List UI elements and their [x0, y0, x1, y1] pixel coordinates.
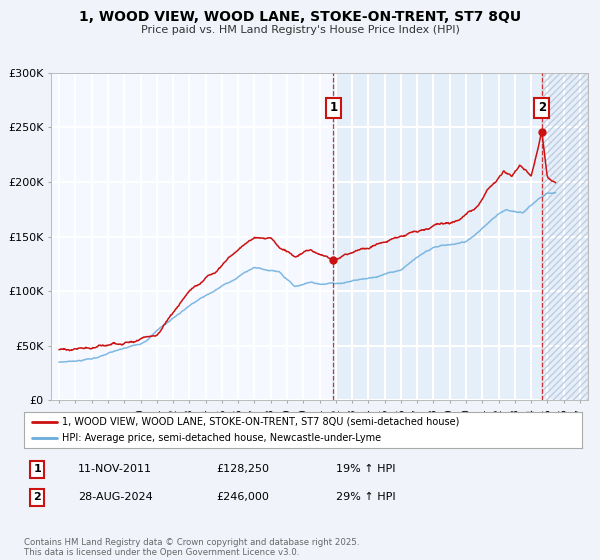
Text: 1: 1 [34, 464, 41, 474]
Bar [542, 73, 588, 400]
Text: HPI: Average price, semi-detached house, Newcastle-under-Lyme: HPI: Average price, semi-detached house,… [62, 433, 381, 443]
Text: Price paid vs. HM Land Registry's House Price Index (HPI): Price paid vs. HM Land Registry's House … [140, 25, 460, 35]
Text: 29% ↑ HPI: 29% ↑ HPI [336, 492, 395, 502]
Text: 28-AUG-2024: 28-AUG-2024 [78, 492, 153, 502]
Text: 1: 1 [329, 101, 338, 114]
Text: 1, WOOD VIEW, WOOD LANE, STOKE-ON-TRENT, ST7 8QU (semi-detached house): 1, WOOD VIEW, WOOD LANE, STOKE-ON-TRENT,… [62, 417, 460, 427]
Text: 2: 2 [538, 101, 546, 114]
Text: Contains HM Land Registry data © Crown copyright and database right 2025.
This d: Contains HM Land Registry data © Crown c… [24, 538, 359, 557]
Text: 2: 2 [34, 492, 41, 502]
Bar [334, 73, 588, 400]
Text: 19% ↑ HPI: 19% ↑ HPI [336, 464, 395, 474]
Text: 11-NOV-2011: 11-NOV-2011 [78, 464, 152, 474]
Text: £128,250: £128,250 [216, 464, 269, 474]
Text: 1, WOOD VIEW, WOOD LANE, STOKE-ON-TRENT, ST7 8QU: 1, WOOD VIEW, WOOD LANE, STOKE-ON-TRENT,… [79, 10, 521, 24]
Text: £246,000: £246,000 [216, 492, 269, 502]
